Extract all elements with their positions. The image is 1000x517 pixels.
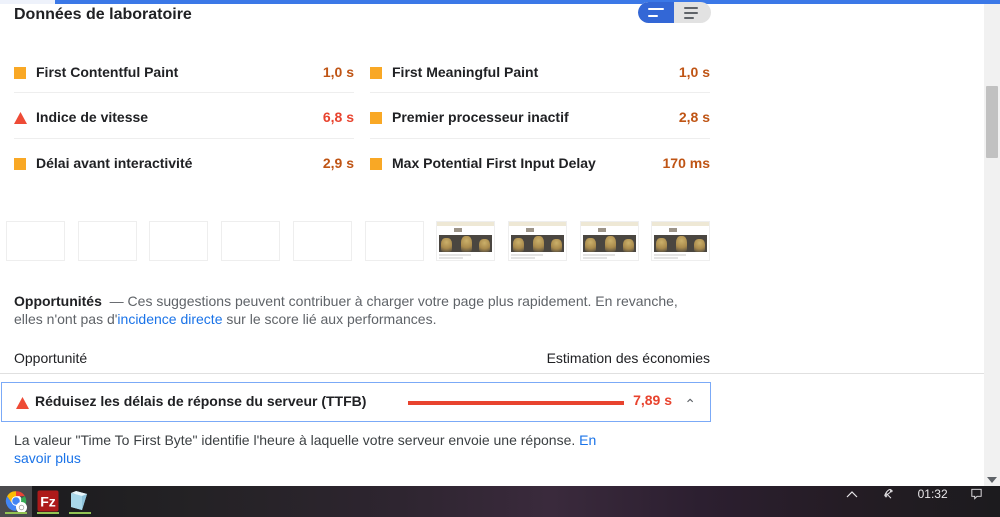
svg-text:Fz: Fz xyxy=(40,494,56,510)
